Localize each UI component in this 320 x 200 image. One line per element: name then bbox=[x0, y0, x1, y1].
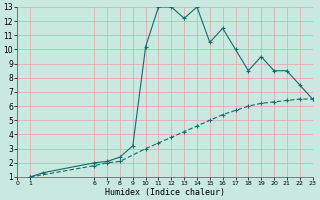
X-axis label: Humidex (Indice chaleur): Humidex (Indice chaleur) bbox=[105, 188, 225, 197]
